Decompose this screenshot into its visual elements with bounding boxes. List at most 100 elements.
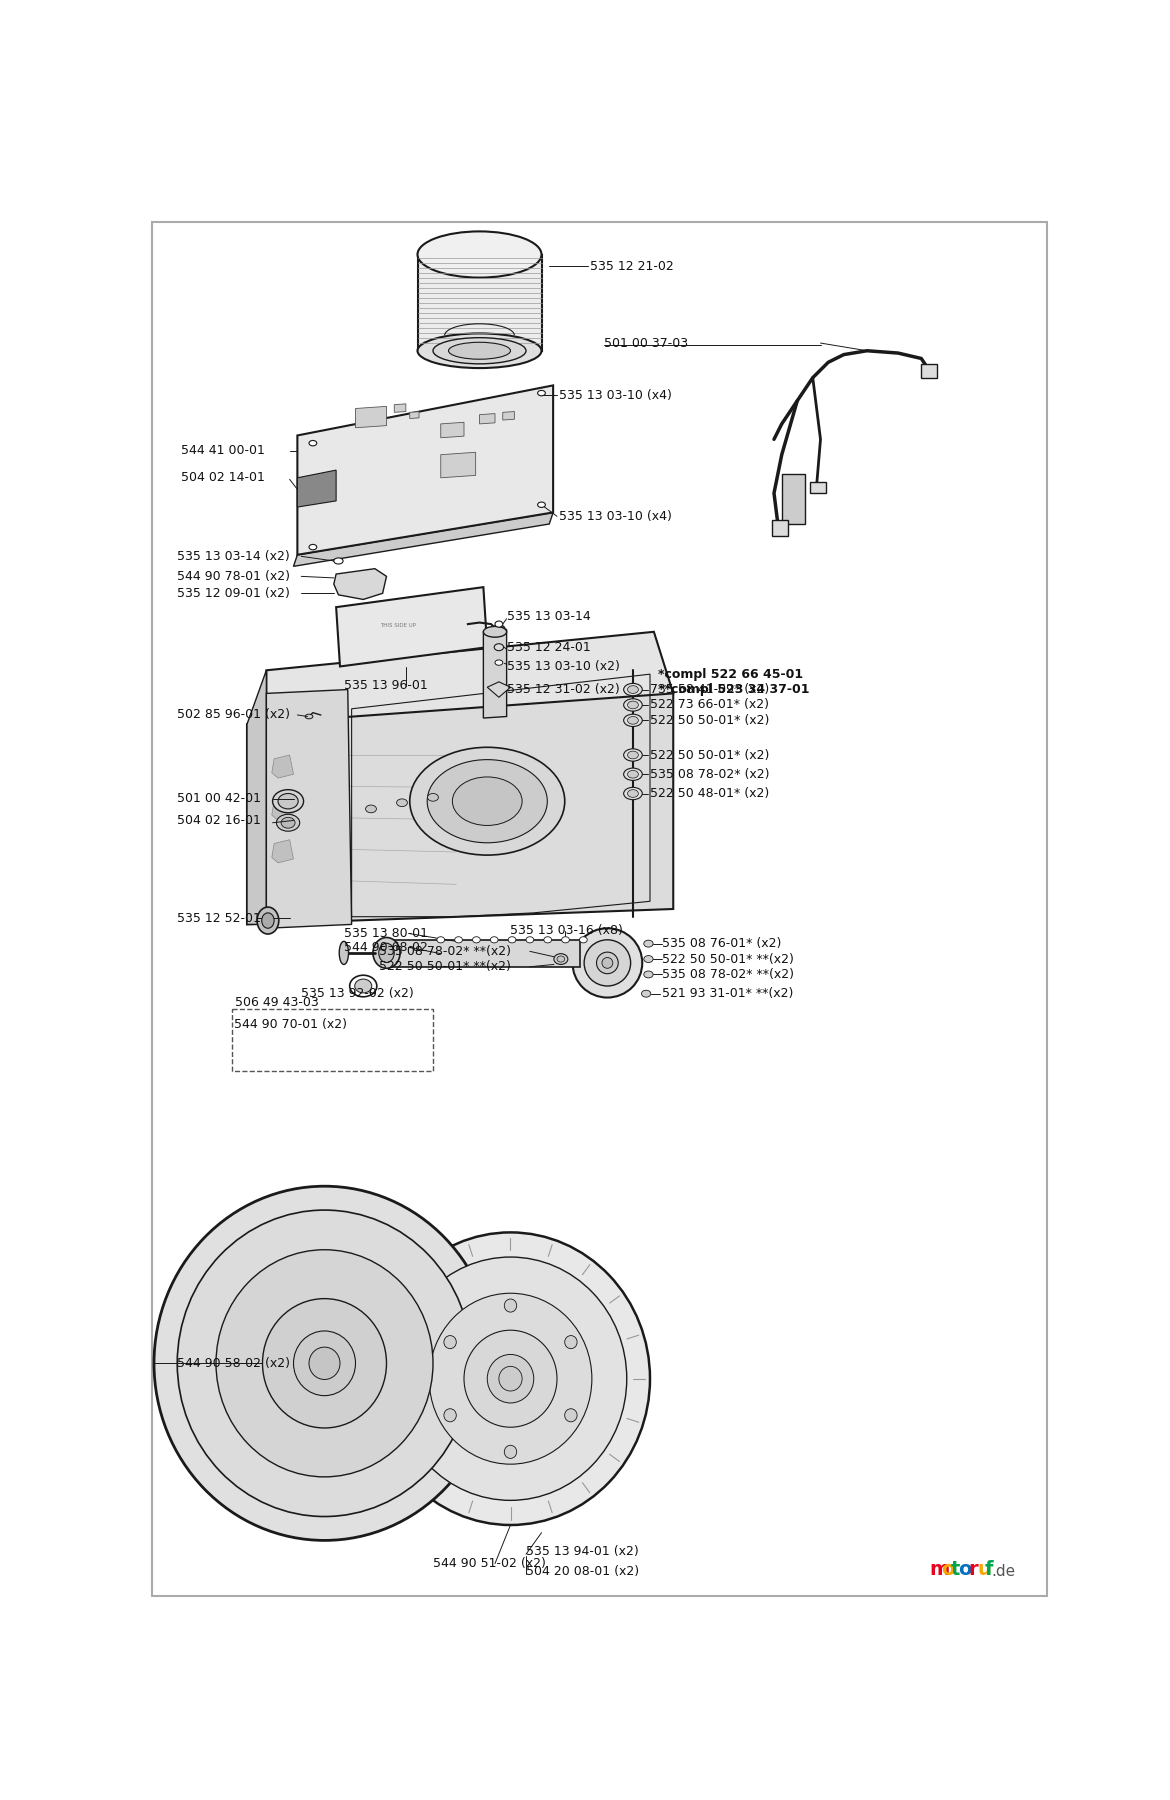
Ellipse shape <box>627 716 639 724</box>
Polygon shape <box>356 407 386 428</box>
Text: 522 50 50-01* **(x2): 522 50 50-01* **(x2) <box>379 959 510 974</box>
Text: 544 90 58-02 (x2): 544 90 58-02 (x2) <box>177 1357 290 1370</box>
Ellipse shape <box>624 787 642 799</box>
Ellipse shape <box>278 794 298 808</box>
Text: 535 13 03-10 (x2): 535 13 03-10 (x2) <box>507 661 619 673</box>
Polygon shape <box>782 473 805 524</box>
Text: 544 41 00-01: 544 41 00-01 <box>181 445 264 457</box>
Ellipse shape <box>487 1354 534 1402</box>
Polygon shape <box>394 403 406 412</box>
Text: 535 13 03-10 (x4): 535 13 03-10 (x4) <box>559 509 673 522</box>
Ellipse shape <box>504 1300 517 1312</box>
Ellipse shape <box>418 333 542 367</box>
Ellipse shape <box>379 943 394 963</box>
Text: m: m <box>929 1561 949 1579</box>
Polygon shape <box>811 482 826 493</box>
Ellipse shape <box>436 936 445 943</box>
Polygon shape <box>483 630 507 718</box>
Ellipse shape <box>557 956 565 963</box>
Polygon shape <box>271 754 294 778</box>
Ellipse shape <box>355 979 372 994</box>
Ellipse shape <box>339 941 349 965</box>
Ellipse shape <box>443 1336 456 1348</box>
Text: 544 90 70-01 (x2): 544 90 70-01 (x2) <box>234 1019 346 1031</box>
Polygon shape <box>386 940 580 967</box>
Ellipse shape <box>483 626 507 637</box>
Text: r: r <box>969 1561 978 1579</box>
Ellipse shape <box>333 558 343 563</box>
Ellipse shape <box>508 936 516 943</box>
Ellipse shape <box>473 936 480 943</box>
Ellipse shape <box>624 749 642 761</box>
Text: 535 12 31-02 (x2): 535 12 31-02 (x2) <box>507 682 619 697</box>
Polygon shape <box>487 682 510 697</box>
Ellipse shape <box>273 790 303 814</box>
Ellipse shape <box>644 940 653 947</box>
Ellipse shape <box>565 1409 577 1422</box>
Text: 501 00 42-01: 501 00 42-01 <box>177 792 261 805</box>
Text: 535 13 92-02 (x2): 535 13 92-02 (x2) <box>301 986 414 1001</box>
Polygon shape <box>772 520 787 536</box>
Text: 504 02 16-01: 504 02 16-01 <box>177 814 261 826</box>
Ellipse shape <box>627 790 639 797</box>
Text: 535 08 78-02* (x2): 535 08 78-02* (x2) <box>651 769 770 781</box>
Polygon shape <box>503 412 515 419</box>
Polygon shape <box>267 689 352 929</box>
Ellipse shape <box>490 936 498 943</box>
Text: 506 49 43-03: 506 49 43-03 <box>235 997 319 1010</box>
Ellipse shape <box>498 1366 522 1391</box>
Ellipse shape <box>394 1256 627 1501</box>
Ellipse shape <box>526 936 534 943</box>
Text: 535 13 03-16 (x8): 535 13 03-16 (x8) <box>510 923 624 938</box>
Text: 522 50 50-01* (x2): 522 50 50-01* (x2) <box>651 715 770 727</box>
Text: 544 90 78-01 (x2): 544 90 78-01 (x2) <box>177 571 290 583</box>
Text: 544 90 51-02 (x2): 544 90 51-02 (x2) <box>433 1557 546 1570</box>
Text: 535 12 52-01: 535 12 52-01 <box>177 913 261 925</box>
Ellipse shape <box>504 1445 517 1458</box>
Polygon shape <box>333 569 386 599</box>
Ellipse shape <box>177 1210 472 1517</box>
Text: 522 50 50-01* **(x2): 522 50 50-01* **(x2) <box>661 952 793 965</box>
Ellipse shape <box>464 1330 557 1427</box>
Text: 535 13 96-01: 535 13 96-01 <box>344 679 427 693</box>
Text: 535 13 94-01 (x2): 535 13 94-01 (x2) <box>526 1546 639 1559</box>
Ellipse shape <box>427 794 439 801</box>
Ellipse shape <box>624 715 642 727</box>
Text: 535 12 21-02: 535 12 21-02 <box>591 259 674 272</box>
Ellipse shape <box>276 814 300 832</box>
Ellipse shape <box>495 621 503 626</box>
Ellipse shape <box>305 715 312 718</box>
Text: 735 58 41-09* (x2): 735 58 41-09* (x2) <box>651 682 769 697</box>
Polygon shape <box>418 254 542 351</box>
Ellipse shape <box>493 625 505 634</box>
Polygon shape <box>336 587 487 666</box>
Ellipse shape <box>553 954 567 965</box>
Ellipse shape <box>371 1233 651 1525</box>
Ellipse shape <box>453 778 522 826</box>
Ellipse shape <box>410 747 565 855</box>
Text: t: t <box>951 1561 961 1579</box>
Ellipse shape <box>365 805 377 814</box>
Text: 535 08 78-02* **(x2): 535 08 78-02* **(x2) <box>661 968 793 981</box>
Text: 504 02 14-01: 504 02 14-01 <box>181 472 264 484</box>
Polygon shape <box>294 513 553 567</box>
Text: THIS SIDE UP: THIS SIDE UP <box>380 623 417 628</box>
Text: 522 50 48-01* (x2): 522 50 48-01* (x2) <box>651 787 769 799</box>
Text: 535 13 03-14 (x2): 535 13 03-14 (x2) <box>177 549 290 563</box>
Text: 535 08 76-01* (x2): 535 08 76-01* (x2) <box>661 938 782 950</box>
Polygon shape <box>297 385 553 554</box>
Ellipse shape <box>427 760 548 842</box>
Polygon shape <box>271 797 294 821</box>
Ellipse shape <box>624 698 642 711</box>
Text: o: o <box>941 1561 954 1579</box>
Text: *compl 522 66 45-01: *compl 522 66 45-01 <box>658 668 803 680</box>
Ellipse shape <box>262 1298 386 1427</box>
Text: u: u <box>977 1561 991 1579</box>
Ellipse shape <box>397 799 407 806</box>
Ellipse shape <box>641 990 651 997</box>
Ellipse shape <box>584 940 631 986</box>
Ellipse shape <box>281 817 295 828</box>
Ellipse shape <box>644 956 653 963</box>
Text: 544 90 68-02: 544 90 68-02 <box>344 941 428 954</box>
Text: 504 20 08-01 (x2): 504 20 08-01 (x2) <box>526 1564 639 1577</box>
